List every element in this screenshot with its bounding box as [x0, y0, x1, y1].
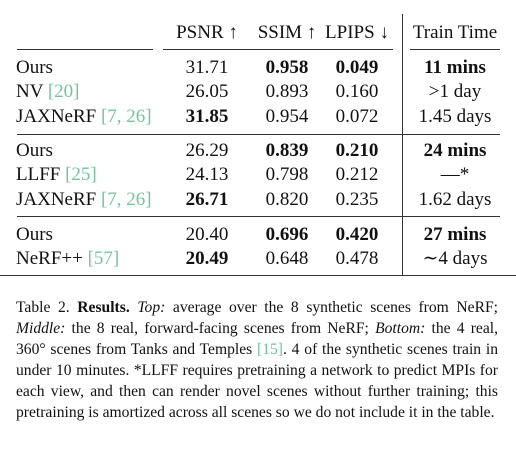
train-time-cell: 27 mins: [423, 224, 487, 245]
train-time-cell: ∼4 days: [422, 248, 488, 269]
ssim-cell: 0.839: [265, 140, 309, 161]
psnr-cell: 26.05: [185, 81, 229, 102]
train-time-cell: 11 mins: [424, 57, 486, 78]
citation-link[interactable]: [57]: [87, 248, 120, 269]
train-time-cell: 1.45 days: [418, 106, 492, 127]
ssim-cell: 0.820: [265, 189, 309, 210]
method-cell: Ours: [16, 57, 53, 79]
train-time-cell: >1 day: [428, 81, 482, 102]
ssim-cell: 0.696: [265, 224, 309, 245]
psnr-cell: 20.49: [185, 248, 229, 269]
caption-top-text: average over the 8 synthetic scenes from…: [165, 299, 498, 316]
method-name: Ours: [16, 57, 53, 78]
ssim-cell: 0.798: [265, 164, 309, 185]
method-name: JAXNeRF: [16, 189, 101, 210]
method-name: NV: [16, 81, 48, 102]
citation-link[interactable]: [7, 26]: [100, 106, 152, 127]
method-name: LLFF: [16, 164, 66, 185]
lpips-cell: 0.049: [335, 57, 379, 78]
method-name: Ours: [16, 140, 53, 161]
psnr-cell: 24.13: [185, 164, 229, 185]
header-rule: [17, 49, 153, 50]
method-name: NeRF++: [16, 248, 88, 269]
method-cell: NeRF++ [57]: [16, 248, 119, 270]
psnr-cell: 31.71: [185, 57, 229, 78]
train-time-cell: 1.62 days: [418, 189, 492, 210]
lpips-cell: 0.235: [335, 189, 379, 210]
citation-link[interactable]: [20]: [47, 81, 80, 102]
method-name: Ours: [16, 224, 53, 245]
train-time-cell: 24 mins: [423, 140, 487, 161]
method-cell: JAXNeRF [7, 26]: [16, 189, 152, 211]
header-rule: [163, 49, 393, 50]
lpips-cell: 0.420: [335, 224, 379, 245]
method-cell: NV [20]: [16, 81, 80, 103]
lpips-cell: 0.210: [335, 140, 379, 161]
caption-middle-text: the 8 real, forward-facing scenes from N…: [65, 320, 376, 337]
caption-bottom-label: Bottom:: [375, 320, 426, 337]
column-divider: [402, 14, 403, 52]
group-rule: [17, 134, 500, 135]
group-rule: [17, 216, 500, 217]
ssim-cell: 0.648: [265, 248, 309, 269]
header-train-time: Train Time: [412, 22, 498, 43]
header-ssim: SSIM ↑: [257, 22, 317, 43]
lpips-cell: 0.072: [335, 106, 379, 127]
caption-title: Results.: [77, 299, 130, 316]
method-cell: Ours: [16, 140, 53, 162]
caption-cite[interactable]: [15]: [257, 341, 283, 358]
caption-bottom-text: the 4 real, 360° scenes from Tanks and T…: [16, 320, 498, 358]
train-time-cell: —*: [440, 164, 470, 185]
lpips-cell: 0.212: [335, 164, 379, 185]
column-divider: [402, 52, 403, 275]
ssim-cell: 0.954: [265, 106, 309, 127]
method-name: JAXNeRF: [16, 106, 101, 127]
caption-rest: . 4 of the synthetic scenes train in und…: [16, 341, 498, 421]
caption-top-label: Top:: [137, 299, 166, 316]
table-caption: Table 2. Results. Top: average over the …: [16, 297, 498, 423]
header-lpips: LPIPS ↓: [325, 22, 389, 43]
citation-link[interactable]: [7, 26]: [100, 189, 152, 210]
lpips-cell: 0.478: [335, 248, 379, 269]
psnr-cell: 26.29: [185, 140, 229, 161]
psnr-cell: 20.40: [185, 224, 229, 245]
header-rule: [410, 49, 500, 50]
lpips-cell: 0.160: [335, 81, 379, 102]
method-cell: LLFF [25]: [16, 164, 97, 186]
psnr-cell: 31.85: [185, 106, 229, 127]
results-table: PSNR ↑ SSIM ↑ LPIPS ↓ Train Time Ours 31.…: [0, 14, 516, 276]
ssim-cell: 0.893: [265, 81, 309, 102]
citation-link[interactable]: [25]: [65, 164, 97, 185]
psnr-cell: 26.71: [185, 189, 229, 210]
caption-label: Table 2.: [16, 299, 70, 316]
ssim-cell: 0.958: [265, 57, 309, 78]
caption-middle-label: Middle:: [16, 320, 66, 337]
header-psnr: PSNR ↑: [176, 22, 238, 43]
method-cell: Ours: [16, 224, 53, 246]
method-cell: JAXNeRF [7, 26]: [16, 106, 152, 128]
bottom-rule: [0, 275, 516, 276]
